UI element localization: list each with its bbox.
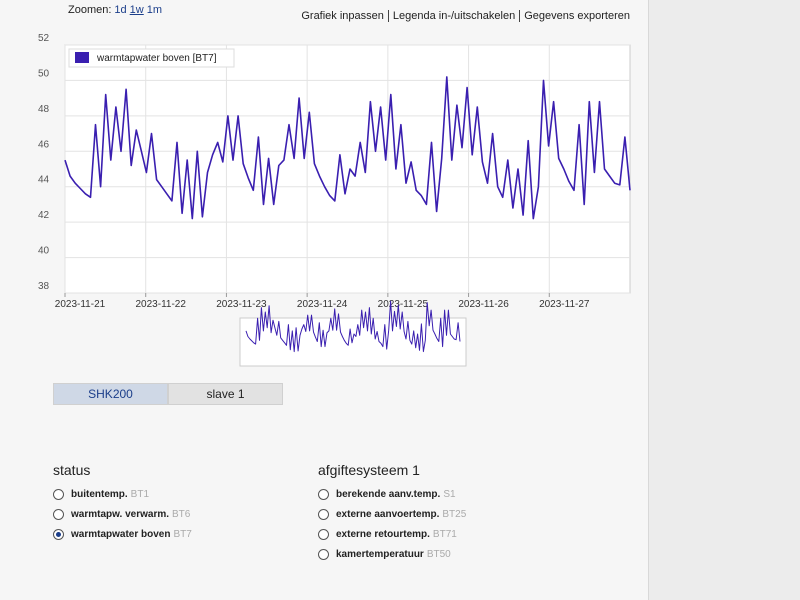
data-line <box>245 300 461 353</box>
radio-button[interactable] <box>53 508 64 520</box>
option-code: BT1 <box>130 488 150 500</box>
option-code: BT6 <box>172 508 191 520</box>
y-tick-label: 42 <box>38 210 50 221</box>
radio-option[interactable]: warmtapwater boven BT7 <box>53 524 192 544</box>
y-tick-label: 44 <box>38 175 50 186</box>
y-tick-label: 38 <box>38 281 50 292</box>
x-tick-label: 2023-11-24 <box>297 299 348 310</box>
radio-option[interactable]: kamertemperatuur BT50 <box>318 544 466 564</box>
x-tick-label: 2023-11-25 <box>378 299 429 310</box>
x-tick-label: 2023-11-22 <box>136 299 187 310</box>
actions: Grafiek inpassen Legenda in-/uitschakelen… <box>297 10 634 22</box>
radio-option[interactable]: buitentemp. BT1 <box>53 484 192 504</box>
radio-option[interactable]: warmtapw. verwarm. BT6 <box>53 504 192 524</box>
section-title: status <box>53 462 91 478</box>
section-title: afgiftesysteem 1 <box>318 462 420 478</box>
radio-button[interactable] <box>53 528 64 540</box>
radio-button[interactable] <box>318 548 329 560</box>
legend-box <box>68 48 235 68</box>
radio-button[interactable] <box>53 488 64 500</box>
option-code: BT7 <box>173 528 192 540</box>
option-code: BT25 <box>442 508 467 520</box>
radio-option[interactable]: berekende aanv.temp. S1 <box>318 484 466 504</box>
data-line <box>64 76 631 220</box>
legend-label: warmtapwater boven [BT7] <box>96 53 217 64</box>
option-label: warmtapwater boven <box>71 528 171 540</box>
radio-button[interactable] <box>318 508 329 520</box>
option-label: externe aanvoertemp. <box>336 508 440 520</box>
plot-area <box>64 44 631 294</box>
zoom-label: Zoomen: <box>68 4 112 16</box>
radio-option[interactable]: externe retourtemp. BT71 <box>318 524 466 544</box>
tab[interactable]: SHK200 <box>53 383 168 405</box>
zoom: Zoomen: 1d 1w 1m <box>68 4 162 16</box>
x-tick-label: 2023-11-26 <box>458 299 509 310</box>
radio-option[interactable]: externe aanvoertemp. BT25 <box>318 504 466 524</box>
option-code: S1 <box>443 488 456 500</box>
legend-swatch <box>75 52 89 63</box>
chart: 38 40 42 44 46 48 50 52 2023-11-21 2023-11-22 2023… <box>38 33 631 367</box>
action-link[interactable]: Legenda in-/uitschakelen <box>388 10 521 22</box>
x-tick-label: 2023-11-27 <box>539 299 590 310</box>
option-code: BT71 <box>432 528 457 540</box>
section: afgiftesysteem 1 berekende aanv.temp. S1 ex… <box>318 462 466 564</box>
zoom-option[interactable]: 1m <box>146 4 163 16</box>
y-tick-label: 48 <box>38 104 50 115</box>
option-label: externe retourtemp. <box>336 528 430 540</box>
option-label: kamertemperatuur <box>336 548 424 560</box>
zoom-option[interactable]: 1d <box>114 4 127 16</box>
option-label: berekende aanv.temp. <box>336 488 441 500</box>
tabs: SHK200 slave 1 <box>53 383 283 405</box>
y-tick-label: 40 <box>38 246 50 257</box>
action-link[interactable]: Gegevens exporteren <box>524 10 630 22</box>
action-link[interactable]: Grafiek inpassen <box>297 10 389 22</box>
option-label: buitentemp. <box>71 488 128 500</box>
y-tick-label: 52 <box>38 33 50 44</box>
x-tick-label: 2023-11-21 <box>55 299 106 310</box>
tab[interactable]: slave 1 <box>168 383 283 405</box>
toolbar: Zoomen: 1d 1w 1m Grafiek inpassen Legenda in… <box>0 0 648 26</box>
option-code: BT50 <box>426 548 451 560</box>
zoom-option[interactable]: 1w <box>129 4 144 16</box>
section: status buitentemp. BT1 warmtapw. verwarm. BT… <box>53 462 192 544</box>
y-tick-label: 46 <box>38 139 50 150</box>
radio-button[interactable] <box>318 488 329 500</box>
radio-button[interactable] <box>318 528 329 540</box>
y-tick-label: 50 <box>38 68 50 79</box>
x-tick-label: 2023-11-23 <box>216 299 267 310</box>
panel: Zoomen: 1d 1w 1m Grafiek inpassen Legenda in… <box>0 0 649 600</box>
option-label: warmtapw. verwarm. <box>71 508 170 520</box>
